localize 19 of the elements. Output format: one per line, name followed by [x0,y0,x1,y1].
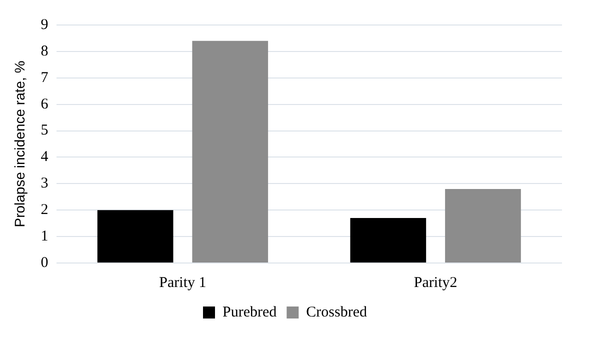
x-tick-label: Parity 1 [159,274,206,291]
y-axis-title: Prolapse incidence rate, % [11,60,28,228]
y-tick-label: 0 [40,254,48,271]
legend-label: Purebred [222,304,278,320]
y-tick-label: 9 [40,16,48,33]
y-tick-label: 4 [40,149,49,166]
legend-label: Crossbred [306,304,368,320]
y-tick-label: 1 [40,228,48,244]
bar [350,218,426,262]
bar [445,188,521,262]
bar [97,210,174,262]
y-tick-label: 7 [40,70,49,86]
x-tick-label: Parity2 [414,274,458,291]
y-tick-label: 5 [40,122,48,139]
bar [192,40,268,262]
y-tick-label: 8 [40,43,48,60]
y-tick-label: 6 [40,96,49,112]
y-tick-label: 2 [40,202,48,218]
y-tick-label: 3 [40,176,48,192]
